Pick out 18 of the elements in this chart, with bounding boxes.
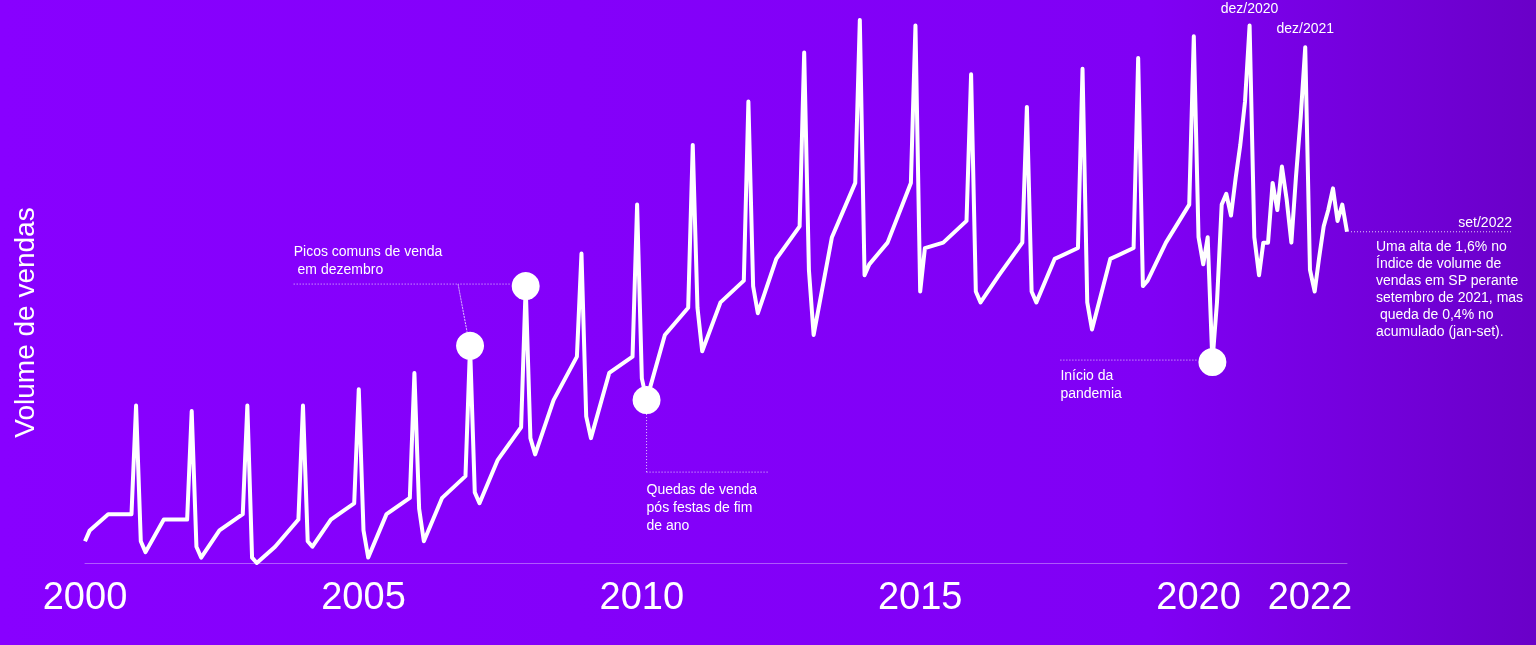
annotation: Início da pandemia: [1060, 367, 1123, 402]
text: Uma alta de 1,6% no Índice de volume de vendas em SP perante setembro de 2021, mas queda de 0,4% no acumulado (jan-set).: [1376, 237, 1524, 339]
point: [511, 272, 540, 301]
x-tick-label: 2020: [1156, 575, 1241, 617]
annotation: set/2022: [1458, 213, 1513, 230]
y-axis-title: Volume de vendas: [8, 207, 40, 438]
x-tick-label: 2015: [877, 575, 963, 617]
x-tick-label: 2010: [599, 575, 685, 617]
x-tick-label: 2000: [42, 575, 128, 617]
point: [1198, 348, 1227, 377]
annotation: dez/2021: [1276, 20, 1335, 37]
point: [456, 331, 485, 360]
x-tick-label: 2005: [321, 575, 406, 617]
point: [632, 386, 661, 415]
annotation: dez/2020: [1220, 0, 1279, 17]
annotation: Picos comuns de venda em dezembro: [293, 243, 443, 278]
x-tick-label: 2022: [1267, 575, 1353, 617]
annotation: Quedas de venda pós festas de fim de ano: [646, 481, 761, 534]
